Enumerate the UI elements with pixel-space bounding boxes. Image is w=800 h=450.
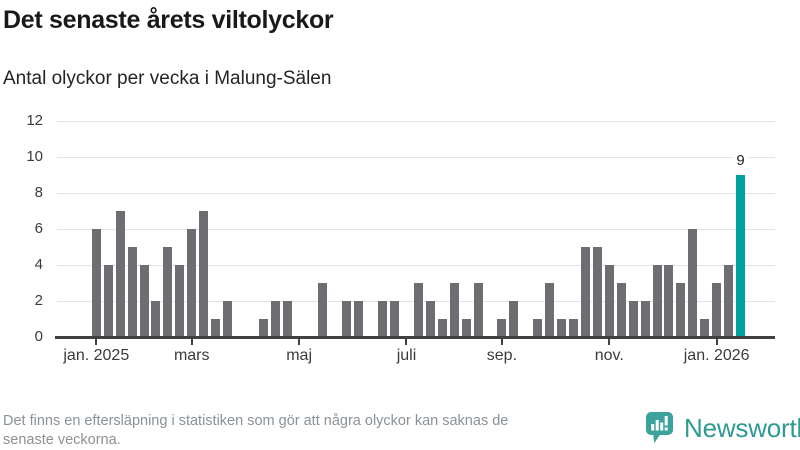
bar bbox=[211, 319, 221, 337]
bar bbox=[437, 319, 447, 337]
x-axis-tick bbox=[500, 338, 503, 345]
bar bbox=[652, 265, 662, 337]
newsworthy-logo-icon bbox=[645, 411, 676, 446]
bar bbox=[509, 301, 519, 337]
bar bbox=[318, 283, 328, 337]
y-axis-label: 2 bbox=[34, 292, 43, 309]
gridline bbox=[57, 265, 775, 266]
bar bbox=[580, 247, 590, 337]
bar bbox=[103, 265, 113, 337]
x-axis-tick bbox=[190, 338, 193, 345]
page-title: Det senaste årets viltolyckor bbox=[3, 6, 334, 34]
bar bbox=[270, 301, 280, 337]
chart-subtitle: Antal olyckor per vecka i Malung-Sälen bbox=[3, 68, 332, 89]
bar bbox=[628, 301, 638, 337]
y-axis-label: 12 bbox=[26, 112, 43, 129]
bar bbox=[688, 229, 698, 337]
bar bbox=[545, 283, 555, 337]
x-axis-tick bbox=[608, 338, 611, 345]
x-axis-label: mars bbox=[173, 347, 210, 364]
x-axis-tick bbox=[298, 338, 301, 345]
bar bbox=[425, 301, 435, 337]
footer-note: Det finns en eftersläpning i statistiken… bbox=[3, 412, 508, 450]
x-axis-label: maj bbox=[286, 347, 312, 364]
bar bbox=[342, 301, 352, 337]
x-axis-label: jan. 2025 bbox=[63, 347, 130, 364]
bar bbox=[592, 247, 602, 337]
bar bbox=[187, 229, 197, 337]
y-axis-label: 4 bbox=[34, 256, 43, 273]
bar bbox=[151, 301, 161, 337]
gridline bbox=[57, 193, 775, 194]
y-axis-label: 0 bbox=[34, 328, 43, 345]
bar bbox=[676, 283, 686, 337]
y-axis-label: 8 bbox=[34, 184, 43, 201]
bar bbox=[712, 283, 722, 337]
bar bbox=[533, 319, 543, 337]
bar bbox=[461, 319, 471, 337]
bar bbox=[724, 265, 734, 337]
bar bbox=[223, 301, 233, 337]
bar bbox=[664, 265, 674, 337]
bar bbox=[282, 301, 292, 337]
x-axis-label: juli bbox=[396, 347, 417, 364]
bar bbox=[473, 283, 483, 337]
bar bbox=[91, 229, 101, 337]
y-axis-label: 10 bbox=[26, 148, 43, 165]
bar bbox=[258, 319, 268, 337]
footer-note-line1: Det finns en eftersläpning i statistiken… bbox=[3, 413, 509, 429]
bar bbox=[569, 319, 578, 337]
x-axis-label: sep. bbox=[486, 347, 518, 364]
gridline bbox=[57, 229, 775, 230]
gridline bbox=[57, 157, 775, 158]
bar bbox=[354, 301, 364, 337]
bar bbox=[378, 301, 388, 337]
bar bbox=[175, 265, 185, 337]
bar bbox=[413, 283, 423, 337]
bar bbox=[449, 283, 459, 337]
bar bbox=[115, 211, 125, 337]
x-axis-tick bbox=[715, 338, 718, 345]
gridline bbox=[57, 121, 775, 122]
bar bbox=[497, 319, 507, 337]
x-axis-tick bbox=[95, 338, 98, 345]
x-axis-label: jan. 2026 bbox=[683, 347, 750, 364]
highlight-bar bbox=[736, 175, 746, 337]
newsworthy-brand: Newsworthy bbox=[645, 410, 800, 446]
y-axis-label: 6 bbox=[34, 220, 43, 237]
bar bbox=[700, 319, 710, 337]
bar bbox=[163, 247, 173, 337]
bar bbox=[616, 283, 626, 337]
bar bbox=[557, 319, 567, 337]
x-axis-tick bbox=[405, 338, 408, 345]
x-axis-line bbox=[55, 336, 775, 339]
bar bbox=[390, 301, 400, 337]
bar bbox=[127, 247, 137, 337]
bar bbox=[199, 211, 209, 337]
bar bbox=[604, 265, 614, 337]
bar bbox=[640, 301, 650, 337]
bar bbox=[139, 265, 149, 337]
x-axis-label: nov. bbox=[594, 347, 624, 364]
highlight-value-label: 9 bbox=[733, 153, 748, 169]
brand-name: Newsworthy bbox=[684, 412, 800, 443]
footer-note-line2: senaste veckorna. bbox=[3, 432, 121, 448]
